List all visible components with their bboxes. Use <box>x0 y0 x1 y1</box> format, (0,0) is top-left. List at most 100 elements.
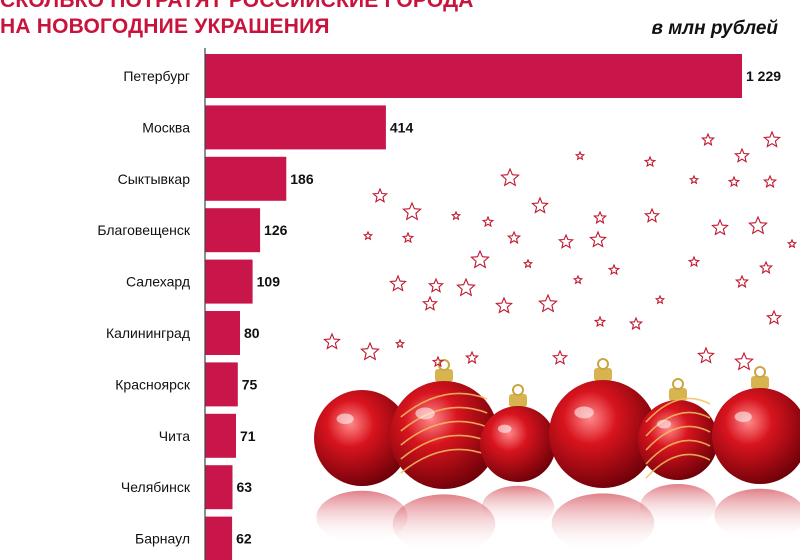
star-outline-icon <box>688 174 700 185</box>
ornament-highlight <box>415 407 435 420</box>
star-outline-icon <box>371 187 389 203</box>
star-outline-icon <box>700 132 716 147</box>
star-outline-icon <box>762 174 778 189</box>
category-label: Москва <box>142 119 190 135</box>
star-outline-icon <box>557 233 575 249</box>
ornament-loop <box>672 378 684 390</box>
bar <box>205 362 238 407</box>
bar <box>205 413 236 458</box>
bar <box>205 465 233 510</box>
star-outline-icon <box>401 231 415 244</box>
star-outline-icon <box>495 296 513 314</box>
ornament-loop <box>597 358 609 370</box>
bars-group <box>205 54 742 560</box>
ornament-sphere <box>480 406 556 482</box>
star-outline-icon <box>592 210 608 225</box>
star-outline-icon <box>538 293 558 313</box>
title-line-2: НА НОВОГОДНИЕ УКРАШЕНИЯ <box>0 15 330 38</box>
star-outline-icon <box>531 196 549 214</box>
star-outline-icon <box>727 175 741 188</box>
ornament-loop <box>754 366 766 378</box>
value-label: 109 <box>257 274 281 290</box>
category-label: Чита <box>159 428 190 444</box>
star-outline-icon <box>402 201 422 221</box>
category-label: Петербург <box>123 68 190 84</box>
star-outline-icon <box>394 338 406 349</box>
ornament-sphere <box>638 400 718 480</box>
ornament-cap <box>669 388 687 401</box>
value-label: 1 229 <box>746 68 781 84</box>
title-line-1: СКОЛЬКО ПОТРАТЯТ РОССИЙСКИЕ ГОРОДА <box>0 0 474 12</box>
value-label: 186 <box>290 171 314 187</box>
star-outline-icon <box>574 150 586 161</box>
ornament-reflection <box>640 484 716 528</box>
star-outline-icon <box>643 155 657 168</box>
star-outline-icon <box>464 350 480 365</box>
star-outline-icon <box>589 230 607 248</box>
star-outline-icon <box>643 207 661 223</box>
star-outline-icon <box>427 277 445 293</box>
star-outline-icon <box>765 309 783 325</box>
value-label: 75 <box>242 376 258 392</box>
ornament-reflection <box>481 485 555 528</box>
ornament-swirl <box>400 420 488 446</box>
star-outline-icon <box>551 349 569 365</box>
ornament-swirl <box>645 453 711 479</box>
unit-label: в млн рублей <box>651 18 778 39</box>
star-outline-icon <box>360 341 380 361</box>
star-outline-icon <box>734 351 754 371</box>
category-label: Калининград <box>106 325 190 341</box>
value-label: 71 <box>240 428 256 444</box>
star-outline-icon <box>763 130 781 148</box>
bar <box>205 516 233 560</box>
ornament-ball <box>314 390 410 486</box>
value-label: 63 <box>237 479 253 495</box>
ornament-cap <box>509 394 527 407</box>
ornament-highlight <box>574 406 594 419</box>
star-outline-icon <box>748 215 768 235</box>
ornament-reflection <box>551 493 655 553</box>
ornament-reflection <box>316 490 408 544</box>
ornament-swirl <box>400 392 488 418</box>
ornament-ball <box>712 366 800 484</box>
ornament-reflection <box>392 494 496 554</box>
star-outline-icon <box>500 167 520 187</box>
value-label: 126 <box>264 222 288 238</box>
bar <box>205 105 386 150</box>
ornament-highlight <box>336 413 354 425</box>
star-outline-icon <box>786 238 798 249</box>
star-outline-icon <box>456 277 476 297</box>
value-label: 62 <box>236 531 252 547</box>
ornament-sphere <box>712 388 800 484</box>
ornament-swirl <box>645 425 711 451</box>
ornament-cap <box>751 376 769 389</box>
bar <box>205 259 253 304</box>
ornament-cap <box>435 369 453 382</box>
ornament-cap <box>594 368 612 381</box>
ornament-ball <box>638 378 718 480</box>
star-outline-icon <box>421 295 439 311</box>
star-outline-icon <box>697 346 715 364</box>
category-label: Салехард <box>126 274 190 290</box>
star-outline-icon <box>362 230 374 241</box>
ornament-highlight <box>497 424 512 433</box>
ornament-reflection <box>714 488 800 542</box>
star-outline-icon <box>522 258 534 269</box>
chart-title: СКОЛЬКО ПОТРАТЯТ РОССИЙСКИЕ ГОРОДА НА НО… <box>0 0 474 40</box>
star-outline-icon <box>628 316 644 331</box>
category-label: Челябинск <box>121 479 191 495</box>
bar <box>205 54 742 98</box>
star-outline-icon <box>607 263 621 276</box>
ornament-illustration <box>314 358 800 554</box>
ornament-ball <box>480 384 556 482</box>
star-outline-icon <box>593 315 607 328</box>
star-outline-icon <box>323 332 341 350</box>
star-outline-icon <box>733 147 751 163</box>
star-outline-icon <box>389 274 407 292</box>
category-label: Благовещенск <box>97 222 191 238</box>
star-outline-icon <box>654 294 666 305</box>
ornament-swirl <box>645 439 711 465</box>
category-label: Красноярск <box>115 376 191 392</box>
ornament-sphere <box>549 380 657 488</box>
